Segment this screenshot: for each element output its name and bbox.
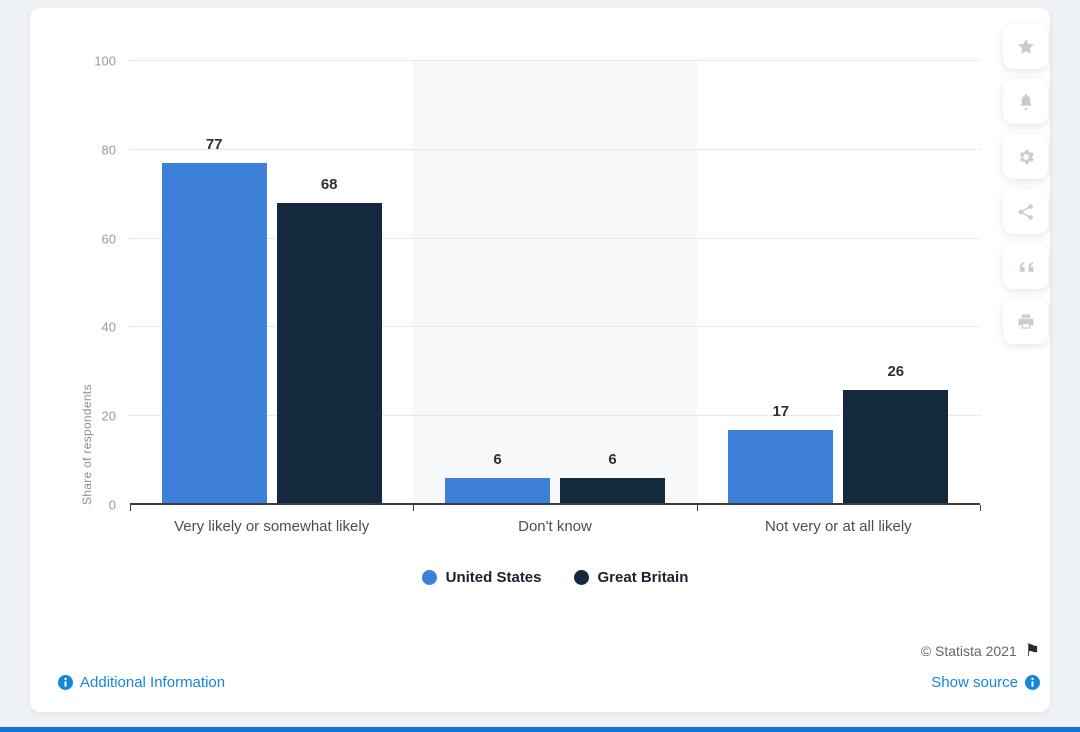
y-tick-label: 40 — [101, 319, 116, 335]
axis-tick — [413, 505, 415, 511]
y-tick-label: 0 — [108, 497, 116, 513]
bar-united-states[interactable]: 6 — [444, 451, 550, 505]
legend-dot-icon — [573, 570, 589, 585]
legend-item-great-britain: Great Britain — [573, 569, 689, 586]
bar-value-label: 6 — [608, 451, 617, 469]
gridline — [130, 326, 980, 328]
bell-icon — [1019, 93, 1032, 110]
bar-value-label: 77 — [205, 136, 223, 154]
side-toolbar — [1003, 24, 1048, 344]
legend-label: Great Britain — [597, 569, 689, 586]
category-highlight-band — [413, 61, 697, 505]
bar-group: 77 68 — [130, 61, 413, 505]
chart-legend: United States Great Britain — [130, 569, 980, 586]
x-category-label: Don't know — [518, 518, 592, 535]
y-tick-label: 80 — [101, 142, 116, 158]
y-tick-label: 20 — [101, 408, 116, 424]
bar-great-britain[interactable]: 68 — [276, 176, 382, 505]
x-category-label: Not very or at all likely — [764, 518, 912, 535]
bar-great-britain[interactable]: 6 — [559, 451, 665, 505]
y-tick-label: 100 — [94, 53, 116, 69]
info-icon — [1025, 675, 1040, 690]
y-tick-label: 60 — [101, 231, 116, 247]
print-button[interactable] — [1003, 299, 1048, 344]
gear-icon — [1019, 149, 1034, 164]
show-source-label: Show source — [931, 674, 1018, 691]
legend-item-united-states: United States — [421, 569, 542, 586]
share-button[interactable] — [1003, 189, 1048, 234]
additional-information-link[interactable]: Additional Information — [58, 674, 225, 691]
bar-value-label: 6 — [493, 451, 502, 469]
bar-groups: 77 68 6 6 17 26 — [130, 61, 980, 505]
bar-value-label: 17 — [772, 402, 790, 420]
notifications-button[interactable] — [1003, 79, 1048, 124]
print-icon — [1018, 314, 1033, 329]
legend-dot-icon — [421, 570, 437, 585]
y-axis-title: Share of respondents — [80, 384, 94, 505]
star-icon — [1017, 38, 1034, 54]
axis-tick — [696, 505, 698, 511]
bar-value-label: 68 — [320, 176, 338, 194]
x-axis-line — [130, 503, 980, 505]
gridline — [130, 148, 980, 150]
bottom-accent-bar — [0, 727, 1080, 732]
bar-value-label: 26 — [887, 362, 905, 380]
x-category-label: Very likely or somewhat likely — [174, 518, 370, 535]
cite-button[interactable] — [1003, 244, 1048, 289]
copyright: © Statista 2021 ⚑ — [921, 642, 1040, 659]
bar-great-britain[interactable]: 26 — [843, 363, 949, 505]
bar-united-states[interactable]: 17 — [728, 403, 834, 505]
footer-links: Additional Information Show source — [58, 674, 1040, 691]
legend-label: United States — [445, 569, 542, 586]
gridline — [130, 237, 980, 239]
bar-group: 17 26 — [697, 61, 980, 505]
gridline — [130, 60, 980, 61]
additional-information-label: Additional Information — [80, 674, 226, 691]
plot-area: 77 68 6 6 17 26 0 20 40 60 80 100 — [94, 55, 981, 512]
axis-tick — [130, 505, 131, 511]
flag-icon: ⚑ — [1024, 641, 1040, 660]
axis-tick — [980, 505, 981, 511]
copyright-text: © Statista 2021 — [920, 642, 1017, 659]
settings-button[interactable] — [1003, 134, 1048, 179]
bar-united-states[interactable]: 77 — [161, 136, 267, 505]
chart-card: Share of respondents 77 68 6 6 17 26 0 20 40 60 8… — [30, 8, 1050, 712]
share-icon — [1018, 203, 1033, 220]
quote-icon — [1019, 261, 1033, 272]
show-source-link[interactable]: Show source — [931, 674, 1040, 691]
info-icon — [58, 675, 73, 690]
gridline — [130, 415, 980, 417]
x-axis-labels: Very likely or somewhat likely Don't know… — [130, 518, 980, 535]
favorite-button[interactable] — [1003, 24, 1048, 69]
